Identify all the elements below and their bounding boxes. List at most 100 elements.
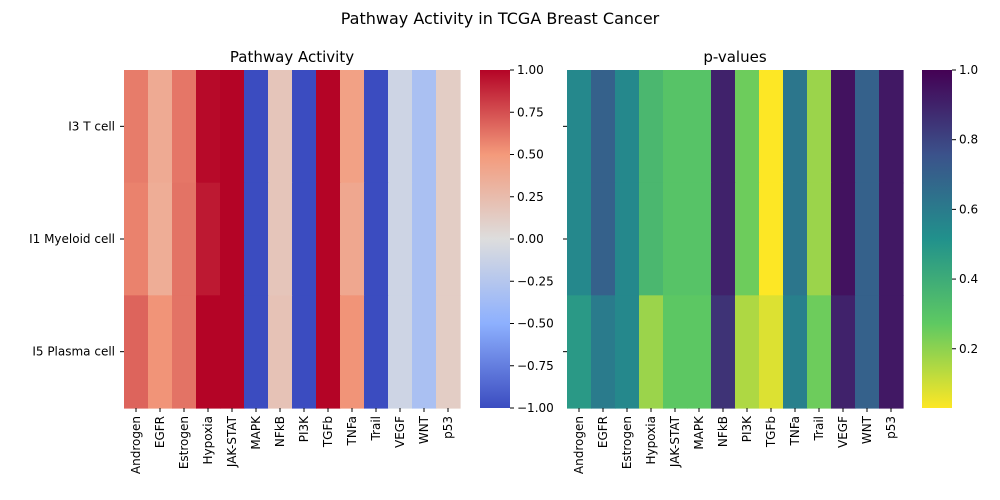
heatmap-cell	[196, 295, 221, 409]
heatmap-cell	[639, 295, 664, 409]
heatmap-cell	[244, 70, 269, 184]
heatmap-cell	[316, 182, 341, 296]
x-tick-label: p53	[884, 416, 898, 439]
x-tick-label: Trail	[369, 416, 383, 442]
x-tick-label: TGFb	[764, 416, 778, 448]
heatmap-cell	[124, 182, 149, 296]
colorbar-tick-label: 1.00	[517, 63, 544, 77]
heatmap-cell	[567, 295, 592, 409]
heatmap-cell	[316, 295, 341, 409]
p-values-colorbar-ticks: 1.0 0.8 0.6 0.4 0.2	[952, 63, 978, 356]
x-tick-label: WNT	[860, 415, 874, 444]
colorbar-tick-label: 1.0	[959, 63, 978, 77]
heatmap-cell	[783, 70, 808, 184]
x-tick-label: p53	[441, 416, 455, 439]
heatmap-cell	[124, 70, 149, 184]
y-tick-label: I1 Myeloid cell	[29, 232, 115, 246]
heatmap-cell	[663, 70, 688, 184]
heatmap-cell	[879, 70, 904, 184]
x-tick-label: MAPK	[249, 415, 263, 450]
heatmap-cell	[615, 295, 640, 409]
heatmap-cell	[412, 182, 437, 296]
x-tick-label: TNFa	[788, 416, 802, 446]
heatmap-cell	[855, 70, 880, 184]
pathway-activity-title: Pathway Activity	[230, 48, 354, 66]
row-labels: I3 T cell I1 Myeloid cell I5 Plasma cell	[29, 119, 124, 359]
heatmap-cell	[615, 70, 640, 184]
heatmap-cell	[220, 70, 245, 184]
x-tick-label: Hypoxia	[644, 416, 658, 465]
heatmap-cell	[388, 70, 413, 184]
heatmap-cell	[567, 182, 592, 296]
pathway-activity-panel: Pathway Activity I3 T cell I1 Myeloid cel…	[29, 48, 554, 474]
colorbar-tick-label: −1.00	[517, 401, 554, 415]
heatmap-cell	[687, 182, 712, 296]
colorbar-tick-label: −0.25	[517, 274, 554, 288]
x-tick-label: Hypoxia	[201, 416, 215, 465]
heatmap-cell	[591, 70, 616, 184]
heatmap-cell	[340, 295, 365, 409]
heatmap-cell	[735, 182, 760, 296]
heatmap-cell	[855, 295, 880, 409]
heatmap-cell	[591, 182, 616, 296]
colorbar-tick-label: 0.75	[517, 105, 544, 119]
heatmap-cell	[148, 182, 173, 296]
heatmap-cell	[340, 70, 365, 184]
column-labels-activity: Androgen EGFR Estrogen Hypoxia JAK-STAT MAPK N…	[129, 408, 455, 474]
heatmap-cell	[735, 70, 760, 184]
p-values-heatmap	[567, 70, 904, 409]
heatmap-cell	[364, 295, 389, 409]
heatmap-cell	[172, 295, 197, 409]
heatmap-cell	[663, 295, 688, 409]
heatmap-cell	[783, 295, 808, 409]
activity-colorbar-ticks: 1.00 0.75 0.50 0.25 0.00 −0.25 −0.50 −0.75 −1.00	[510, 63, 554, 415]
x-tick-label: EGFR	[153, 416, 167, 448]
heatmap-cell	[735, 295, 760, 409]
p-values-row-ticks	[563, 125, 567, 353]
x-tick-label: PI3K	[297, 415, 311, 442]
heatmap-cell	[855, 182, 880, 296]
heatmap-cell	[879, 295, 904, 409]
x-tick-label: Androgen	[572, 416, 586, 474]
heatmap-cell	[831, 182, 856, 296]
x-tick-label: Trail	[812, 416, 826, 442]
x-tick-label: TGFb	[321, 416, 335, 448]
heatmap-cell	[436, 295, 461, 409]
heatmap-cell	[807, 70, 832, 184]
heatmap-cell	[292, 70, 317, 184]
heatmap-cell	[388, 182, 413, 296]
x-tick-label: MAPK	[692, 415, 706, 450]
p-values-panel: p-values Androgen EGFR Estrogen Hypoxia JAK-…	[563, 48, 978, 474]
heatmap-cell	[196, 182, 221, 296]
heatmap-cell	[196, 70, 221, 184]
x-tick-label: NFkB	[273, 416, 287, 447]
heatmap-cell	[807, 182, 832, 296]
heatmap-cell	[879, 182, 904, 296]
x-tick-label: NFkB	[716, 416, 730, 447]
colorbar-tick-label: 0.6	[959, 202, 978, 216]
heatmap-cell	[831, 295, 856, 409]
heatmap-cell	[412, 70, 437, 184]
heatmap-cell	[687, 70, 712, 184]
heatmap-cell	[292, 182, 317, 296]
heatmap-cell	[364, 70, 389, 184]
colorbar-tick-label: 0.8	[959, 133, 978, 147]
colorbar-tick-label: −0.50	[517, 317, 554, 331]
heatmap-cell	[615, 182, 640, 296]
heatmap-cell	[567, 70, 592, 184]
heatmap-cell	[220, 295, 245, 409]
x-tick-label: TNFa	[345, 416, 359, 446]
heatmap-cell	[268, 295, 293, 409]
x-tick-label: Estrogen	[177, 416, 191, 469]
heatmap-cell	[340, 182, 365, 296]
column-labels-p-values: Androgen EGFR Estrogen Hypoxia JAK-STAT MAPK N…	[572, 408, 898, 474]
heatmap-cell	[711, 295, 736, 409]
colorbar-tick-label: 0.00	[517, 232, 544, 246]
heatmap-cell	[148, 295, 173, 409]
heatmap-cell	[831, 70, 856, 184]
p-values-colorbar	[922, 70, 952, 408]
colorbar-tick-label: 0.50	[517, 148, 544, 162]
heatmap-cell	[783, 182, 808, 296]
heatmap-cell	[124, 295, 149, 409]
